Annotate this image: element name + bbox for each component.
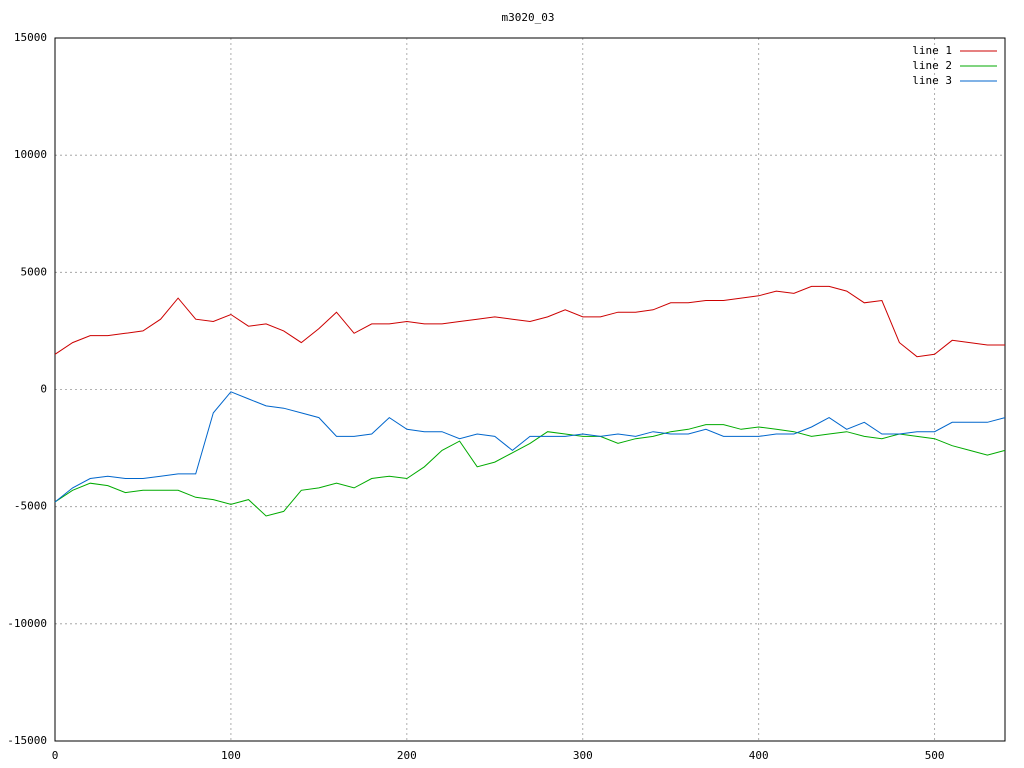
x-tick-label: 100 — [221, 749, 241, 762]
legend-label: line 2 — [912, 59, 952, 72]
y-tick-label: -5000 — [14, 500, 47, 513]
y-tick-label: 0 — [40, 383, 47, 396]
data-line — [54, 391, 1006, 503]
y-tick-label: 15000 — [14, 31, 47, 44]
chart-title: m3020_03 — [502, 11, 555, 24]
y-tick-label: 5000 — [21, 265, 48, 278]
x-tick-label: 200 — [397, 749, 417, 762]
x-tick-label: 400 — [749, 749, 769, 762]
legend-label: line 3 — [912, 74, 952, 87]
legend-label: line 1 — [912, 44, 952, 57]
data-line — [54, 285, 1005, 358]
plot-border — [54, 37, 1006, 742]
data-line — [54, 424, 1006, 517]
y-tick-label: 10000 — [14, 148, 47, 161]
x-tick-label: 300 — [573, 749, 593, 762]
y-tick-label: -10000 — [7, 617, 47, 630]
x-tick-label: 500 — [925, 749, 945, 762]
y-tick-label: -15000 — [7, 734, 47, 747]
x-tick-label: 0 — [52, 749, 59, 762]
